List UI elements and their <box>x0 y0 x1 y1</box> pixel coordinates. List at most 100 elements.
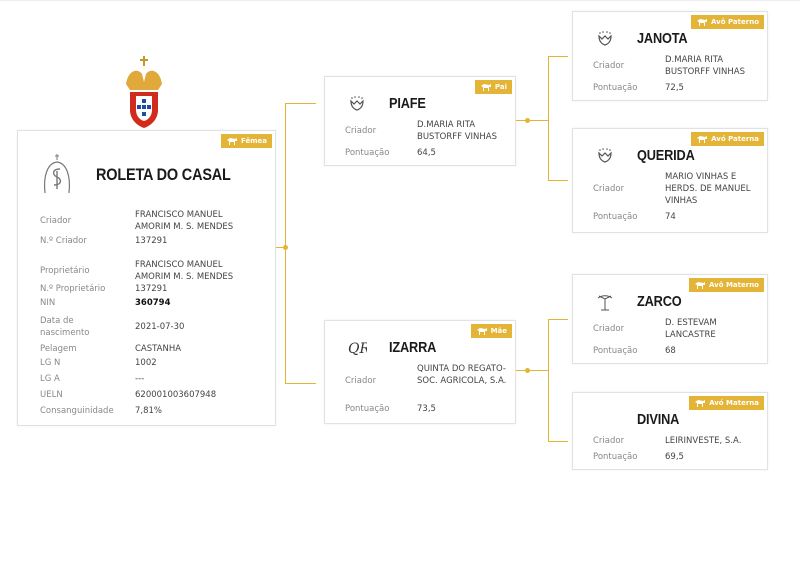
horse-icon <box>476 328 487 335</box>
field-label: LG N <box>40 358 61 368</box>
svg-text:QR: QR <box>348 341 367 357</box>
score-label: Pontuação <box>593 452 638 462</box>
breeder-row: Criador MARIO VINHAS E HERDS. DE MANUEL … <box>593 171 763 207</box>
field-label: UELN <box>40 390 63 400</box>
breeder-value: LEIRINVESTE, S.A. <box>665 436 742 446</box>
score-label: Pontuação <box>593 83 638 93</box>
connector <box>548 319 568 320</box>
badge-label: Avô Paterno <box>711 18 759 26</box>
breeder-label: Criador <box>593 184 625 194</box>
horse-card-mgm[interactable]: Avó Materna DIVINA Criador LEIRINVESTE, … <box>572 392 768 470</box>
breeder-label: Criador <box>345 376 377 386</box>
horse-card-mgf[interactable]: Avô Materno ZARCO Criador D. ESTEVAM LAN… <box>572 274 768 364</box>
field-label: Criador <box>40 216 72 226</box>
connector <box>548 56 568 57</box>
score-value: 72,5 <box>665 83 684 93</box>
score-label: Pontuação <box>345 404 390 414</box>
breeder-brand-icon <box>350 96 364 111</box>
horse-icon <box>480 84 491 91</box>
horse-name: JANOTA <box>637 30 688 47</box>
field-label: Consanguinidade <box>40 406 114 416</box>
field-label: N.º Proprietário <box>40 284 106 294</box>
role-badge: Avô Paterno <box>691 15 764 29</box>
horse-name: ZARCO <box>637 293 682 310</box>
score-value: 69,5 <box>665 452 684 462</box>
badge-label: Pai <box>494 83 507 91</box>
role-badge: Avô Materno <box>688 278 764 292</box>
badge-label: Avó Paterna <box>711 135 759 143</box>
score-label: Pontuação <box>593 212 638 222</box>
badge-label: Avó Materna <box>709 399 759 407</box>
field-value: 360794 <box>135 298 171 308</box>
score-value: 74 <box>665 212 676 222</box>
gender-badge: Fêmea <box>220 134 272 148</box>
field-label: Data de nascimento <box>40 316 90 338</box>
badge-label: Avô Materno <box>708 281 759 289</box>
field-label: LG A <box>40 374 60 384</box>
breeder-value: QUINTA DO REGATO-SOC. AGRICOLA, S.A. <box>417 364 507 386</box>
horse-icon <box>695 400 706 407</box>
field-label: N.º Criador <box>40 236 87 246</box>
field-value: 7,81% <box>135 406 163 416</box>
breeder-row: Criador D.MARIA RITA BUSTORFF VINHAS <box>593 54 763 78</box>
horse-card-main[interactable]: Fêmea ROLETA DO CASAL Criador FRANCISCO M… <box>17 130 276 426</box>
connector <box>548 441 568 442</box>
field-value: 2021-07-30 <box>135 322 185 332</box>
connector <box>285 103 286 383</box>
score-value: 73,5 <box>417 404 436 414</box>
field-value: --- <box>135 374 145 384</box>
field-label: Proprietário <box>40 266 90 276</box>
field-value: 1002 <box>135 358 157 368</box>
breeder-label: Criador <box>345 126 377 136</box>
field-label: NIN <box>40 298 56 308</box>
score-label: Pontuação <box>593 346 638 356</box>
horse-icon <box>697 19 708 26</box>
breeder-label: Criador <box>593 436 625 446</box>
connector <box>516 370 548 371</box>
breeder-brand-icon <box>598 31 612 46</box>
breeder-value: D.MARIA RITA BUSTORFF VINHAS <box>665 55 745 77</box>
connector-dot <box>525 368 530 373</box>
field-label: Pelagem <box>40 344 77 354</box>
breeder-row: Criador D. ESTEVAM LANCASTRE <box>593 317 763 341</box>
breeder-row: Criador LEIRINVESTE, S.A. <box>593 435 763 447</box>
field-value: CASTANHA <box>135 344 182 354</box>
horse-icon <box>694 282 705 289</box>
breeder-label: Criador <box>593 324 625 334</box>
horse-card-father[interactable]: Pai PIAFE Criador D.MARIA RITA BUSTORFF … <box>324 76 516 166</box>
field-value: 137291 <box>135 284 168 294</box>
breeder-row: Criador QUINTA DO REGATO-SOC. AGRICOLA, … <box>345 363 515 399</box>
connector <box>276 247 286 248</box>
breeder-value: MARIO VINHAS E HERDS. DE MANUEL VINHAS <box>665 172 751 206</box>
horse-name: DIVINA <box>637 411 680 428</box>
horse-icon <box>697 136 708 143</box>
horse-card-pgf[interactable]: Avô Paterno JANOTA Criador D.MARIA RITA … <box>572 11 768 101</box>
breeder-brand-icon <box>43 154 71 194</box>
role-badge: Avó Materna <box>689 396 764 410</box>
field-value: 620001003607948 <box>135 390 217 400</box>
breeder-brand-icon <box>597 295 613 311</box>
breeder-value: D.MARIA RITA BUSTORFF VINHAS <box>417 120 497 142</box>
breeder-label: Criador <box>593 61 625 71</box>
role-badge: Mãe <box>470 324 512 338</box>
page-top-border <box>0 0 800 1</box>
connector <box>285 383 316 384</box>
badge-label: Mãe <box>490 327 507 335</box>
horse-name: PIAFE <box>389 95 426 112</box>
horse-name: IZARRA <box>389 339 437 356</box>
horse-name: ROLETA DO CASAL <box>96 165 231 184</box>
breeder-brand-icon: QR <box>348 341 367 357</box>
horse-card-mother[interactable]: Mãe QR IZARRA Criador QUINTA DO REGATO-S… <box>324 320 516 424</box>
connector <box>516 120 548 121</box>
horse-card-pgm[interactable]: Avó Paterna QUERIDA Criador MARIO VINHAS… <box>572 128 768 233</box>
connector <box>548 180 568 181</box>
field-value: FRANCISCO MANUEL AMORIM M. S. MENDES <box>135 210 234 232</box>
horse-icon <box>226 138 237 145</box>
score-label: Pontuação <box>345 148 390 158</box>
breeder-value: D. ESTEVAM LANCASTRE <box>665 318 717 340</box>
horse-name: QUERIDA <box>637 147 695 164</box>
role-badge: Avó Paterna <box>691 132 764 146</box>
breeder-row: Criador D.MARIA RITA BUSTORFF VINHAS <box>345 119 515 143</box>
coat-of-arms-icon <box>126 56 162 128</box>
field-value: FRANCISCO MANUEL AMORIM M. S. MENDES <box>135 260 234 282</box>
